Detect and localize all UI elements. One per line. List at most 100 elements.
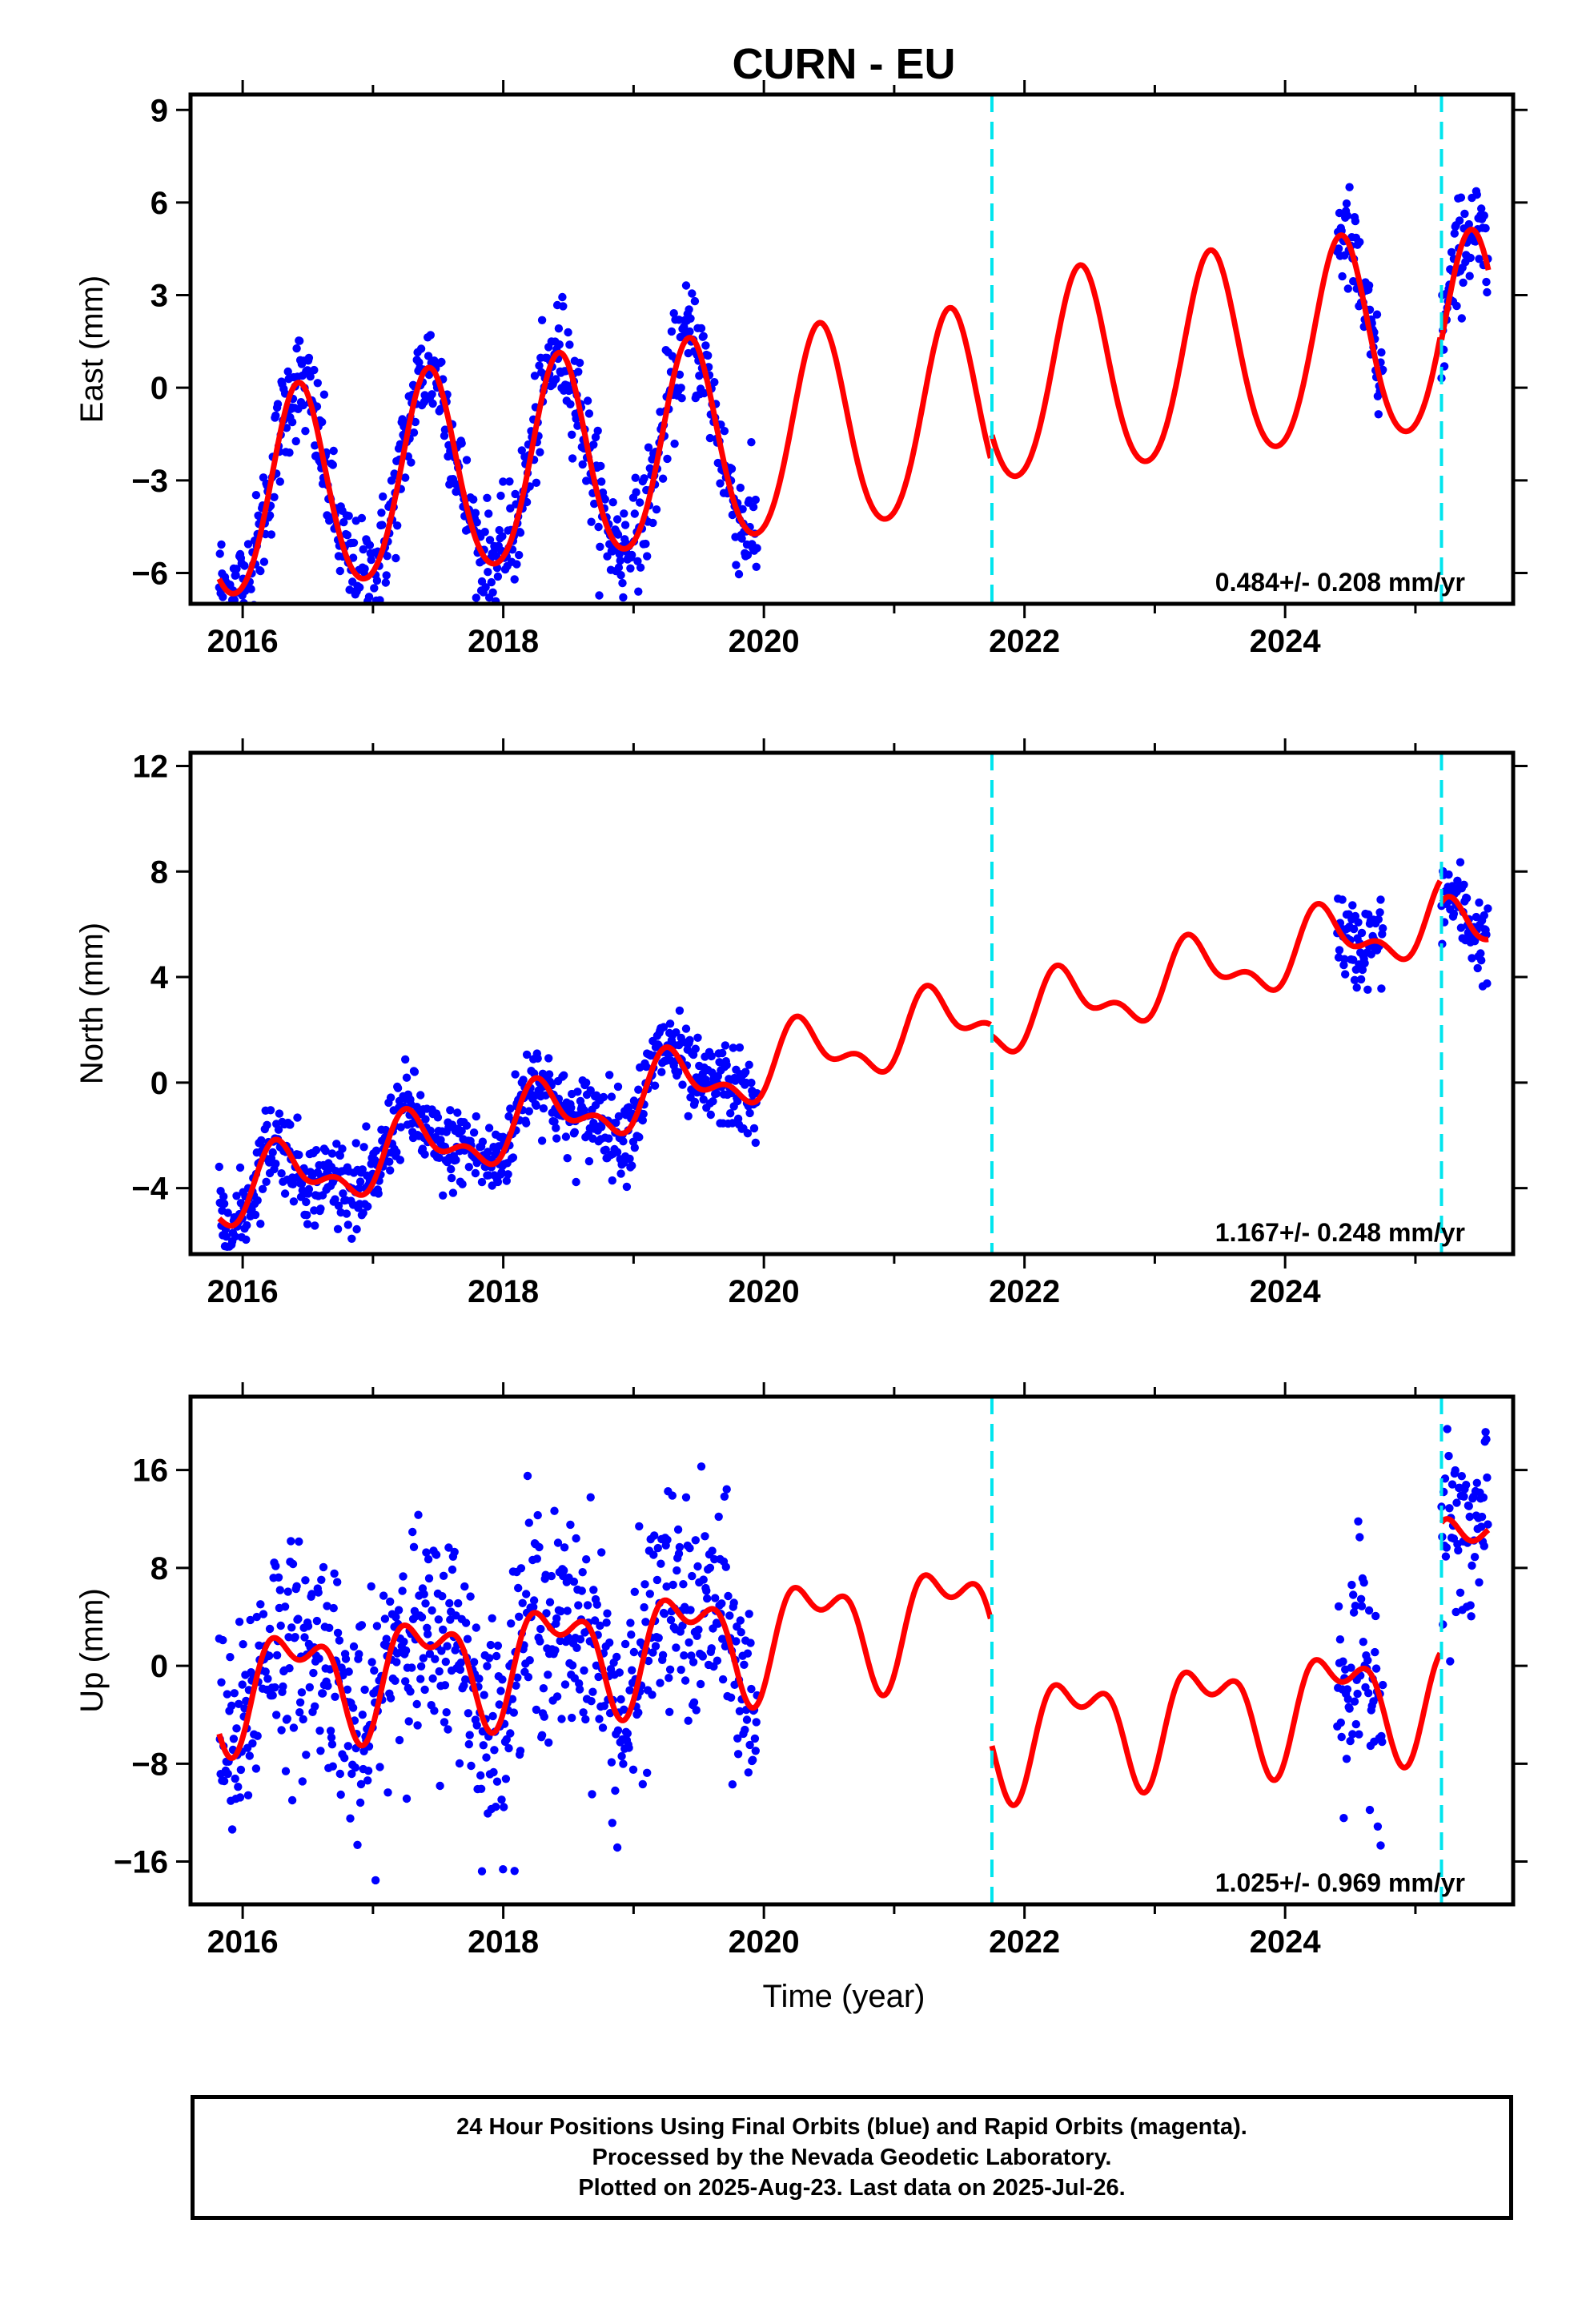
data-point: [669, 1580, 677, 1590]
data-point: [1351, 1719, 1361, 1729]
data-point: [572, 1643, 581, 1652]
data-point: [392, 1148, 401, 1157]
data-point: [675, 370, 685, 379]
data-point: [678, 1621, 687, 1630]
data-point: [217, 540, 226, 549]
data-point: [424, 1630, 432, 1638]
data-point: [751, 1747, 760, 1755]
data-point: [597, 1548, 606, 1557]
data-point: [701, 341, 710, 350]
data-point: [681, 1676, 690, 1685]
data-point: [359, 1208, 367, 1217]
data-point: [477, 1867, 487, 1876]
data-point: [1377, 984, 1386, 993]
data-point: [238, 1680, 247, 1689]
data-point: [536, 448, 544, 456]
data-point: [377, 509, 386, 517]
data-point: [1450, 229, 1460, 238]
data-point: [304, 353, 314, 363]
data-point: [511, 1070, 520, 1079]
data-point: [544, 1070, 554, 1079]
data-point: [357, 1621, 367, 1630]
data-point: [512, 1681, 520, 1690]
data-point: [509, 1708, 518, 1717]
data-point: [511, 489, 520, 499]
data-point: [1449, 909, 1459, 919]
data-point: [430, 1707, 439, 1715]
chart-title: CURN - EU: [733, 40, 956, 88]
data-point: [420, 1590, 428, 1598]
data-point: [248, 1739, 257, 1748]
data-point: [289, 1197, 299, 1206]
data-point: [634, 1085, 643, 1094]
data-point: [1336, 1718, 1346, 1727]
data-point: [469, 1658, 479, 1667]
data-point: [681, 1493, 691, 1502]
x-tick-label: 2024: [1250, 1924, 1322, 1960]
data-point: [681, 1024, 691, 1033]
data-point: [1477, 1512, 1487, 1522]
data-point: [588, 1790, 596, 1799]
data-point: [626, 1618, 635, 1627]
data-point: [608, 1176, 616, 1185]
data-point: [288, 1559, 298, 1569]
data-point: [232, 1724, 241, 1733]
data-point: [1363, 985, 1372, 995]
data-point: [240, 561, 249, 570]
data-point: [590, 1616, 600, 1625]
data-point: [353, 1840, 362, 1849]
data-point: [1473, 963, 1482, 973]
data-point: [638, 1116, 647, 1125]
data-point: [580, 1666, 588, 1675]
data-point: [287, 1623, 296, 1632]
data-point: [251, 1210, 260, 1220]
data-point: [650, 1081, 660, 1090]
data-point: [1456, 1588, 1465, 1598]
data-point: [552, 1134, 561, 1143]
data-point: [684, 1716, 693, 1725]
data-point: [464, 1163, 473, 1172]
data-point: [271, 1160, 280, 1168]
data-point: [448, 1565, 457, 1574]
data-point: [462, 1121, 472, 1130]
y-tick-label: 3: [151, 279, 168, 314]
data-point: [464, 1709, 473, 1718]
data-point: [567, 1104, 576, 1112]
data-point: [1339, 1657, 1347, 1666]
data-point: [745, 1610, 753, 1618]
data-point: [357, 607, 365, 615]
data-point: [406, 1687, 415, 1696]
data-point: [383, 552, 391, 561]
data-point: [517, 446, 526, 455]
data-point: [751, 495, 760, 505]
data-point: [707, 1051, 716, 1061]
data-point: [692, 1706, 701, 1715]
data-point: [1348, 1730, 1357, 1739]
data-point: [552, 375, 560, 384]
data-point: [450, 1547, 459, 1557]
data-point: [532, 478, 541, 487]
x-tick-label: 2016: [207, 1274, 279, 1309]
data-point: [472, 593, 480, 602]
data-point: [1443, 1425, 1452, 1433]
data-point: [589, 440, 598, 449]
data-point: [447, 1164, 456, 1174]
data-point: [348, 1703, 358, 1712]
data-point: [301, 1576, 310, 1585]
data-point: [599, 1092, 608, 1102]
data-point: [407, 458, 416, 467]
data-point: [619, 593, 628, 602]
data-point: [1355, 238, 1364, 247]
data-point: [628, 613, 636, 621]
data-point: [424, 1574, 434, 1583]
data-point: [650, 1531, 659, 1540]
data-point: [1340, 955, 1349, 963]
data-point: [275, 1109, 284, 1118]
data-point: [339, 1263, 347, 1271]
data-point: [712, 1089, 721, 1098]
data-point: [1377, 348, 1386, 357]
data-point: [615, 1668, 624, 1677]
data-point: [386, 1093, 396, 1102]
data-point: [587, 517, 596, 526]
data-point: [550, 1506, 559, 1515]
